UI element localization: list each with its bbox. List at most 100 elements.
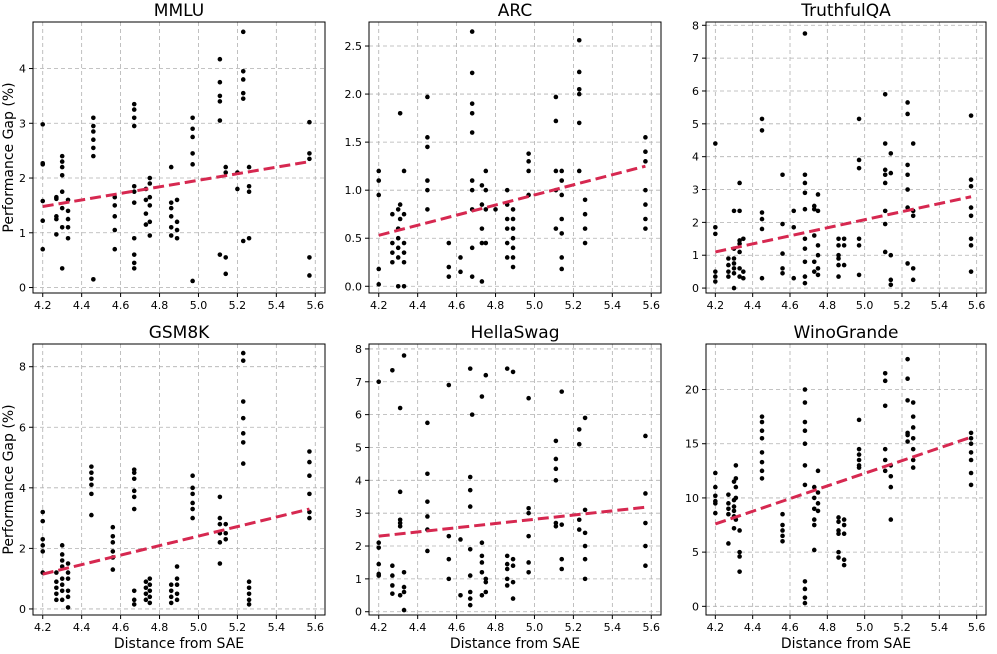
data-point (582, 543, 588, 549)
data-point (190, 485, 195, 491)
data-point (59, 189, 65, 195)
data-point (504, 216, 510, 222)
data-point (395, 283, 401, 289)
data-point (910, 457, 916, 463)
data-point (446, 264, 452, 270)
data-point (246, 235, 252, 241)
data-point (841, 517, 847, 522)
data-point (643, 149, 648, 155)
data-point (856, 243, 862, 248)
data-point (510, 207, 516, 212)
data-point (802, 419, 808, 425)
data-point (168, 205, 174, 211)
data-point (390, 367, 395, 373)
data-point (147, 181, 153, 186)
data-point (425, 471, 430, 477)
data-point (811, 206, 817, 212)
data-point (446, 240, 452, 246)
data-point (882, 403, 888, 409)
data-point (856, 236, 862, 242)
data-point (240, 238, 246, 244)
data-point (469, 70, 475, 76)
data-point (390, 211, 395, 217)
data-point (54, 232, 59, 237)
data-point (174, 235, 180, 241)
data-point (726, 541, 731, 546)
data-point (759, 275, 765, 281)
data-point (240, 440, 246, 445)
data-point (65, 588, 71, 594)
data-point (553, 226, 559, 231)
data-point (143, 597, 149, 603)
x-tick-label: 5.0 (856, 621, 874, 634)
data-point (425, 420, 430, 426)
data-point (713, 484, 718, 490)
data-point (40, 246, 46, 252)
data-point (91, 153, 96, 159)
data-point (376, 379, 382, 385)
data-point (504, 187, 510, 193)
data-point (376, 168, 382, 174)
data-point (168, 200, 174, 205)
data-point (726, 262, 731, 268)
data-point (147, 175, 153, 181)
data-point (526, 159, 531, 164)
data-point (905, 356, 910, 362)
data-point (376, 540, 382, 546)
data-point (174, 564, 180, 569)
data-point (759, 414, 765, 419)
data-point (483, 579, 489, 585)
x-tick-label: 4.6 (112, 299, 130, 312)
data-point (968, 269, 974, 274)
data-point (217, 56, 223, 62)
x-tick-label: 5.2 (893, 299, 911, 312)
data-point (802, 595, 808, 600)
data-point (217, 118, 223, 123)
data-point (65, 570, 71, 575)
data-point (246, 597, 252, 603)
data-point (968, 205, 974, 210)
data-point (836, 531, 841, 536)
data-point (483, 589, 489, 595)
data-point (504, 366, 510, 371)
data-point (802, 31, 808, 36)
y-tick-label: 3 (692, 184, 699, 197)
data-point (737, 266, 742, 271)
data-point (59, 552, 65, 557)
data-point (737, 241, 742, 247)
data-point (59, 558, 65, 563)
data-point (815, 192, 821, 197)
data-point (780, 522, 785, 528)
data-point (836, 274, 841, 279)
data-point (65, 594, 71, 600)
data-point (882, 91, 888, 97)
data-point (65, 561, 71, 566)
data-point (910, 400, 916, 405)
data-point (576, 37, 582, 43)
data-point (815, 243, 821, 248)
x-tick-label: 5.2 (565, 621, 583, 634)
data-point (836, 256, 841, 261)
data-point (395, 255, 401, 260)
data-point (390, 591, 395, 596)
x-tick-label: 4.6 (448, 299, 466, 312)
trend-line (715, 195, 972, 254)
data-point (737, 554, 742, 559)
data-point (888, 277, 894, 283)
x-tick-label: 5.0 (526, 621, 544, 634)
data-point (174, 582, 180, 588)
data-point (841, 531, 847, 536)
data-point (425, 178, 430, 183)
subplot-hellaswag: 4.2 4.4 4.6 4.8 5.0 5.2 5.4 5.6 0 1 2 3 4 5 6 7 8 HellaSw… (355, 323, 662, 652)
data-point (733, 484, 739, 490)
data-point (910, 141, 916, 146)
data-point (91, 115, 96, 121)
data-point (89, 512, 94, 518)
data-point (731, 261, 737, 266)
data-point (836, 555, 841, 560)
data-point (737, 208, 742, 214)
subplot-mmlu: 4.2 4.4 4.6 4.8 5.0 5.2 5.4 5.6 0 1 2 3 4 MMLU Perform… (1, 1, 326, 312)
data-point (510, 264, 516, 270)
x-tick-label: 4.2 (34, 621, 52, 634)
data-point (190, 115, 195, 121)
